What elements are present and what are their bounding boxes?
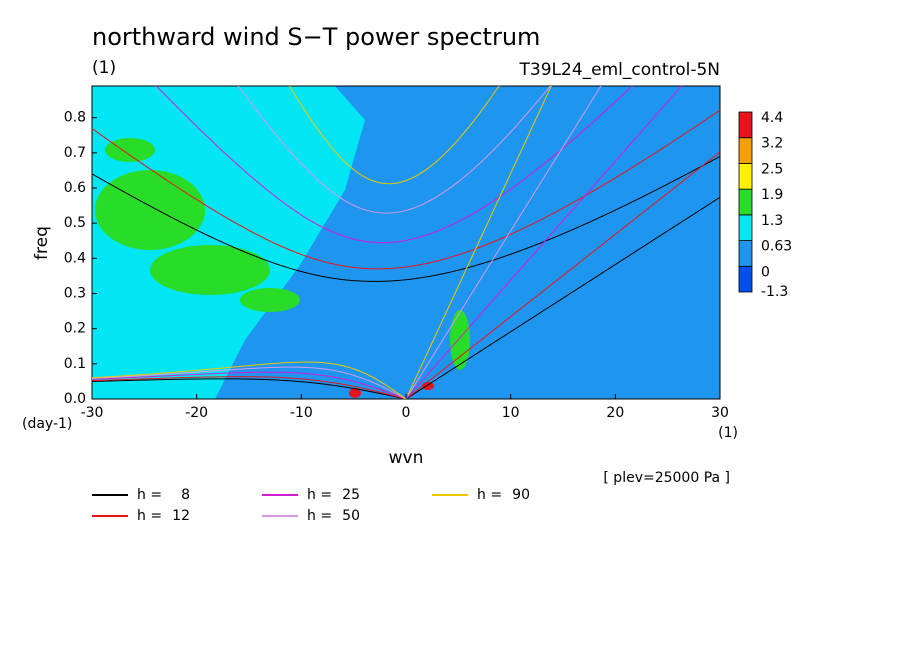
legend-label: h = xyxy=(137,508,162,524)
subtitle: T39L24_eml_control-5N xyxy=(519,60,720,80)
colorbar-box xyxy=(738,111,753,139)
kelvin-curve xyxy=(407,86,602,396)
rossby-curve xyxy=(92,378,407,399)
colorbar-label: 0 xyxy=(761,264,770,280)
x-axis-unit: (1) xyxy=(718,425,738,441)
ig-curve xyxy=(92,155,720,282)
kelvin-curve xyxy=(407,151,720,398)
chart-title: northward wind S−T power spectrum xyxy=(92,23,540,51)
colorbar-box xyxy=(738,188,753,216)
colorbar-label: 1.3 xyxy=(761,213,783,229)
colorbar-label: 1.9 xyxy=(761,187,783,203)
dispersion-curves xyxy=(92,86,720,399)
rossby-curve xyxy=(92,376,407,399)
ig-curve xyxy=(237,86,551,214)
x-tick-label: 30 xyxy=(711,405,729,421)
y-tick-label: 0.7 xyxy=(64,145,86,161)
colorbar-label: 2.5 xyxy=(761,161,783,177)
y-tick-label: 0.1 xyxy=(64,356,86,372)
y-tick-label: 0.6 xyxy=(64,180,86,196)
colorbar-box xyxy=(738,163,753,190)
ig-curve xyxy=(155,86,633,244)
x-tick-label: -10 xyxy=(290,405,313,421)
kelvin-curve xyxy=(407,86,683,397)
x-axis-label: wvn xyxy=(389,448,424,468)
x-tick-label: 10 xyxy=(502,405,520,421)
legend-value: 12 xyxy=(172,508,190,524)
kelvin-curve xyxy=(407,196,720,399)
colorbar-label: -1.3 xyxy=(761,284,788,300)
x-tick-label: 0 xyxy=(402,405,411,421)
y-tick-label: 0.0 xyxy=(64,391,86,407)
legend-value: 25 xyxy=(342,487,360,503)
y-tick-label: 0.4 xyxy=(64,250,86,266)
legend-label: h = xyxy=(477,487,502,503)
colorbar-label: 0.63 xyxy=(761,239,792,255)
legend-value: 8 xyxy=(181,487,190,503)
annotation: [ plev=25000 Pa ] xyxy=(603,470,730,486)
colorbar-box xyxy=(738,240,753,267)
legend-label: h = xyxy=(137,487,162,503)
title-unit: (1) xyxy=(92,58,116,78)
legend-label: h = xyxy=(307,487,332,503)
rossby-curve xyxy=(92,366,407,399)
colorbar-box xyxy=(738,265,753,293)
colorbar-label: 3.2 xyxy=(761,136,783,152)
x-tick-label: 20 xyxy=(606,405,624,421)
y-tick-label: 0.5 xyxy=(64,215,86,231)
rossby-curve xyxy=(92,371,407,399)
colorbar-label: 4.4 xyxy=(761,110,783,126)
rossby-curve xyxy=(92,361,407,399)
y-tick-label: 0.2 xyxy=(64,321,86,337)
legend-value: 50 xyxy=(342,508,360,524)
y-tick-label: 0.3 xyxy=(64,285,86,301)
kelvin-curve xyxy=(407,86,552,395)
x-tick-label: -30 xyxy=(81,405,104,421)
legend-label: h = xyxy=(307,508,332,524)
colorbar-box xyxy=(738,214,753,241)
legend-value: 90 xyxy=(512,487,530,503)
x-tick-label: -20 xyxy=(185,405,208,421)
y-axis-unit: (day-1) xyxy=(22,416,72,432)
y-axis-label: freq xyxy=(32,226,52,260)
colorbar-box xyxy=(738,137,753,164)
y-tick-label: 0.8 xyxy=(64,110,86,126)
ig-curve xyxy=(92,109,720,270)
contour-field xyxy=(92,86,720,399)
ig-curve xyxy=(288,86,500,185)
